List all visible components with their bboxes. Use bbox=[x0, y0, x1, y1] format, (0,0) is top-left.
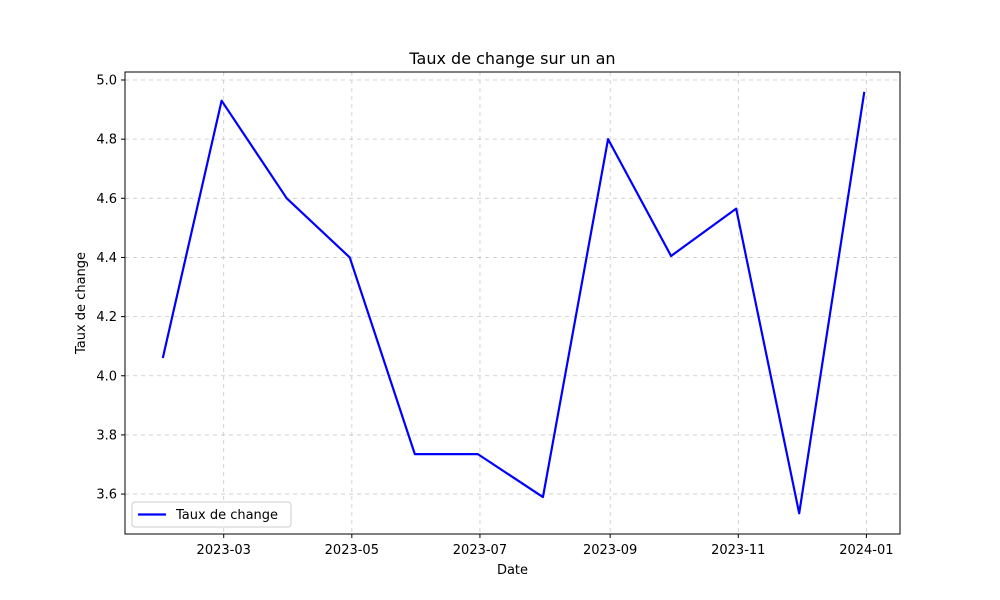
y-tick-label: 4.0 bbox=[96, 369, 117, 384]
x-tick-label: 2023-09 bbox=[583, 543, 637, 558]
y-tick-label: 3.6 bbox=[96, 488, 117, 503]
grid bbox=[125, 72, 900, 534]
legend-label: Taux de change bbox=[175, 508, 278, 523]
y-tick-label: 4.8 bbox=[96, 133, 117, 148]
plot-frame bbox=[124, 71, 901, 535]
chart-title: Taux de change sur un an bbox=[408, 49, 615, 68]
y-tick-label: 4.4 bbox=[96, 251, 117, 266]
x-tick-label: 2024-01 bbox=[839, 543, 893, 558]
y-tick-label: 4.2 bbox=[96, 310, 117, 325]
series-layer bbox=[161, 91, 866, 515]
legend: Taux de change bbox=[131, 501, 292, 528]
x-tick-label: 2023-07 bbox=[453, 543, 507, 558]
axis-ticks: 3.6 3.8 4.0 4.2 4.4 4.6 4.8 5.0 2023-03 2023-05 20… bbox=[96, 73, 893, 558]
x-tick-label: 2023-03 bbox=[197, 543, 251, 558]
y-axis-label: Taux de change bbox=[74, 252, 89, 355]
y-tick-label: 5.0 bbox=[96, 73, 117, 88]
legend-box bbox=[131, 501, 292, 528]
series-line bbox=[161, 91, 866, 515]
y-tick-label: 4.6 bbox=[96, 192, 117, 207]
x-tick-label: 2023-05 bbox=[325, 543, 379, 558]
x-axis-label: Date bbox=[497, 563, 528, 578]
y-tick-label: 3.8 bbox=[96, 428, 117, 443]
x-tick-label: 2023-11 bbox=[711, 543, 765, 558]
